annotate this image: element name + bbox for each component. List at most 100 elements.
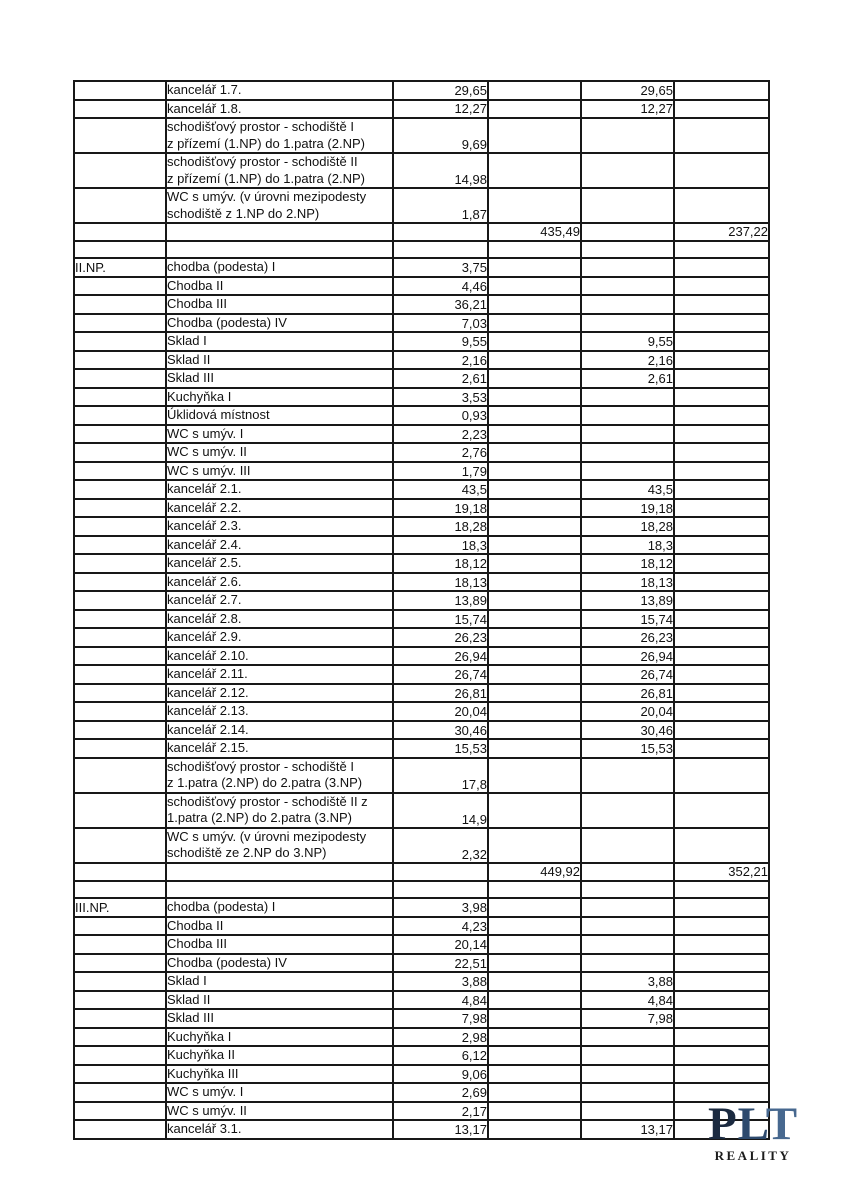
room-name-cell: Sklad II [165, 989, 394, 1011]
table-row: WC s umýv. (v úrovni mezipodesty schodišt… [73, 187, 770, 224]
subtotal-counted-cell [673, 719, 770, 741]
subtotal-area-cell [487, 479, 582, 500]
floor-label-cell [73, 971, 167, 992]
subtotal-area-cell [487, 1045, 582, 1066]
subtotal-area-cell [487, 1026, 582, 1048]
floor-label-cell [73, 222, 167, 242]
floor-label-cell [73, 989, 167, 1011]
subtotal-area-cell [487, 826, 582, 864]
floor-label-cell [73, 275, 167, 297]
subtotal-area-cell [487, 516, 582, 537]
room-name-line: Úklidová místnost [167, 407, 270, 423]
room-name-cell: Kuchyňka I [165, 1026, 394, 1048]
floor-label-cell [73, 738, 167, 759]
counted-area-cell: 15,74 [580, 608, 675, 630]
floor-label-cell [73, 664, 167, 685]
table-row: Chodba II 4,46 [73, 275, 770, 297]
table-row: Chodba (podesta) IV 22,51 [73, 952, 770, 974]
area-cell: 4,23 [392, 915, 489, 937]
counted-area-cell: 3,88 [580, 971, 675, 992]
area-cell: 7,98 [392, 1008, 489, 1029]
counted-area-cell [580, 826, 675, 864]
floor-label-cell [73, 98, 167, 119]
room-name-cell: Sklad I [165, 971, 394, 992]
subtotal-counted-cell [673, 608, 770, 630]
room-name-line: kancelář 2.9. [167, 629, 242, 645]
table-row: kancelář 2.13. 20,04 20,04 [73, 701, 770, 722]
floor-area-table: kancelář 1.7. 29,65 29,65 kancelář 1.8. 12,2… [73, 80, 770, 1140]
subtotal-area-cell [487, 152, 582, 189]
area-cell: 9,06 [392, 1063, 489, 1085]
floor-label-cell [73, 934, 167, 955]
subtotal-area-cell [487, 608, 582, 630]
area-cell: 29,65 [392, 80, 489, 101]
subtotal-counted-cell [673, 971, 770, 992]
floor-label-cell [73, 879, 167, 900]
room-name-line: WC s umýv. I [167, 425, 244, 441]
subtotal-counted-cell [673, 553, 770, 574]
area-cell: 17,8 [392, 756, 489, 794]
area-cell: 7,03 [392, 312, 489, 334]
subtotal-area-cell [487, 187, 582, 224]
room-name-cell: Kuchyňka III [165, 1063, 394, 1085]
room-name-cell: chodba (podesta) I [165, 257, 394, 278]
subtotal-area-cell [487, 331, 582, 352]
subtotal-area-cell [487, 682, 582, 704]
area-cell: 3,75 [392, 257, 489, 278]
area-cell: 2,98 [392, 1026, 489, 1048]
subtotal-area-cell [487, 117, 582, 154]
subtotal-area-cell [487, 738, 582, 759]
room-name-line: kancelář 2.11. [167, 666, 248, 682]
floor-label-cell [73, 571, 167, 593]
room-name-cell [165, 879, 394, 900]
table-row: kancelář 2.9. 26,23 26,23 [73, 627, 770, 648]
subtotal-counted-cell [673, 934, 770, 955]
area-cell: 12,27 [392, 98, 489, 119]
room-name-cell: schodišťový prostor - schodiště II z příz… [165, 152, 394, 189]
subtotal-counted-cell [673, 534, 770, 556]
counted-area-cell: 26,74 [580, 664, 675, 685]
floor-label-cell [73, 1063, 167, 1085]
area-cell: 15,53 [392, 738, 489, 759]
room-name-cell: kancelář 2.7. [165, 590, 394, 611]
area-cell: 43,5 [392, 479, 489, 500]
area-cell: 36,21 [392, 294, 489, 315]
area-cell: 2,69 [392, 1082, 489, 1103]
subtotal-counted-cell [673, 1008, 770, 1029]
subtotal-counted-cell [673, 405, 770, 426]
room-name-cell: kancelář 2.9. [165, 627, 394, 648]
area-cell: 2,17 [392, 1100, 489, 1122]
area-cell: 15,74 [392, 608, 489, 630]
logo-letter: L [737, 1098, 766, 1150]
floor-label-cell [73, 423, 167, 445]
subtotal-row: 449,92 352,21 [73, 861, 770, 882]
subtotal-area-cell: 449,92 [487, 861, 582, 882]
counted-area-cell: 7,98 [580, 1008, 675, 1029]
floor-label-cell [73, 80, 167, 101]
subtotal-area-cell [487, 756, 582, 794]
table-row: kancelář 1.8. 12,27 12,27 [73, 98, 770, 119]
spacer-row [73, 879, 770, 900]
area-cell: 14,98 [392, 152, 489, 189]
subtotal-area-cell [487, 664, 582, 685]
counted-area-cell [580, 405, 675, 426]
counted-area-cell: 2,16 [580, 349, 675, 371]
subtotal-area-cell [487, 312, 582, 334]
table-row: kancelář 2.10. 26,94 26,94 [73, 645, 770, 667]
area-cell: 4,46 [392, 275, 489, 297]
area-cell: 3,53 [392, 386, 489, 408]
subtotal-area-cell [487, 645, 582, 667]
room-name-cell: WC s umýv. II [165, 1100, 394, 1122]
room-name-cell: kancelář 2.13. [165, 701, 394, 722]
subtotal-counted-cell [673, 239, 770, 260]
room-name-cell: Sklad I [165, 331, 394, 352]
subtotal-counted-cell [673, 257, 770, 278]
floor-label-cell [73, 1082, 167, 1103]
floor-label-cell [73, 627, 167, 648]
room-name-line: kancelář 2.12. [167, 684, 249, 700]
room-name-cell: kancelář 2.11. [165, 664, 394, 685]
room-name-cell: Kuchyňka I [165, 386, 394, 408]
table-row: kancelář 2.11. 26,74 26,74 [73, 664, 770, 685]
floor-label-cell [73, 756, 167, 794]
floor-label-cell [73, 1100, 167, 1122]
